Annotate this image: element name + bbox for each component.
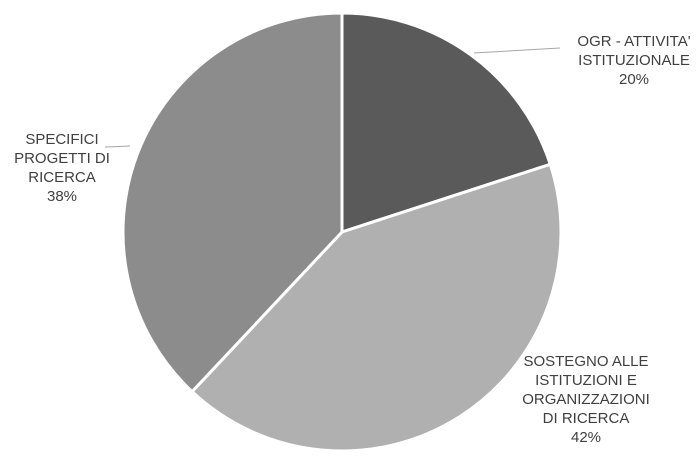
slice-label-line: ISTITUZIONI E: [535, 372, 637, 389]
slice-label-line: ISTITUZIONALE: [578, 52, 690, 69]
slice-label-3: SPECIFICI PROGETTI DI RICERCA 38%: [14, 131, 110, 205]
slice-label-1: OGR - ATTIVITA' ISTITUZIONALE 20%: [577, 33, 690, 88]
pie-slice-2: [190, 162, 563, 453]
slice-percent-label: 20%: [619, 71, 649, 88]
slice-label-line: DI RICERCA: [543, 410, 630, 427]
pie-slice-3: [121, 11, 344, 394]
leader-line-3: [104, 145, 131, 148]
pie-slice-1: [340, 11, 552, 234]
slice-label-line: PROGETTI DI: [14, 150, 110, 167]
slice-percent-label: 42%: [571, 429, 601, 446]
slice-label-line: ORGANIZZAZIONI: [522, 391, 650, 408]
leader-line-1: [473, 47, 561, 54]
leader-lines: [104, 47, 561, 148]
slice-labels: OGR - ATTIVITA' ISTITUZIONALE 20% SOSTEGNO …: [14, 33, 691, 446]
slice-percent-label: 38%: [47, 188, 77, 205]
slice-label-line: RICERCA: [28, 169, 96, 186]
slice-label-line: SPECIFICI: [25, 131, 98, 148]
slice-label-line: OGR - ATTIVITA': [577, 33, 690, 50]
pie-slices: [121, 11, 563, 453]
slice-label-2: SOSTEGNO ALLE ISTITUZIONI E ORGANIZZAZIONI…: [522, 353, 650, 446]
slice-label-line: SOSTEGNO ALLE: [523, 353, 648, 370]
